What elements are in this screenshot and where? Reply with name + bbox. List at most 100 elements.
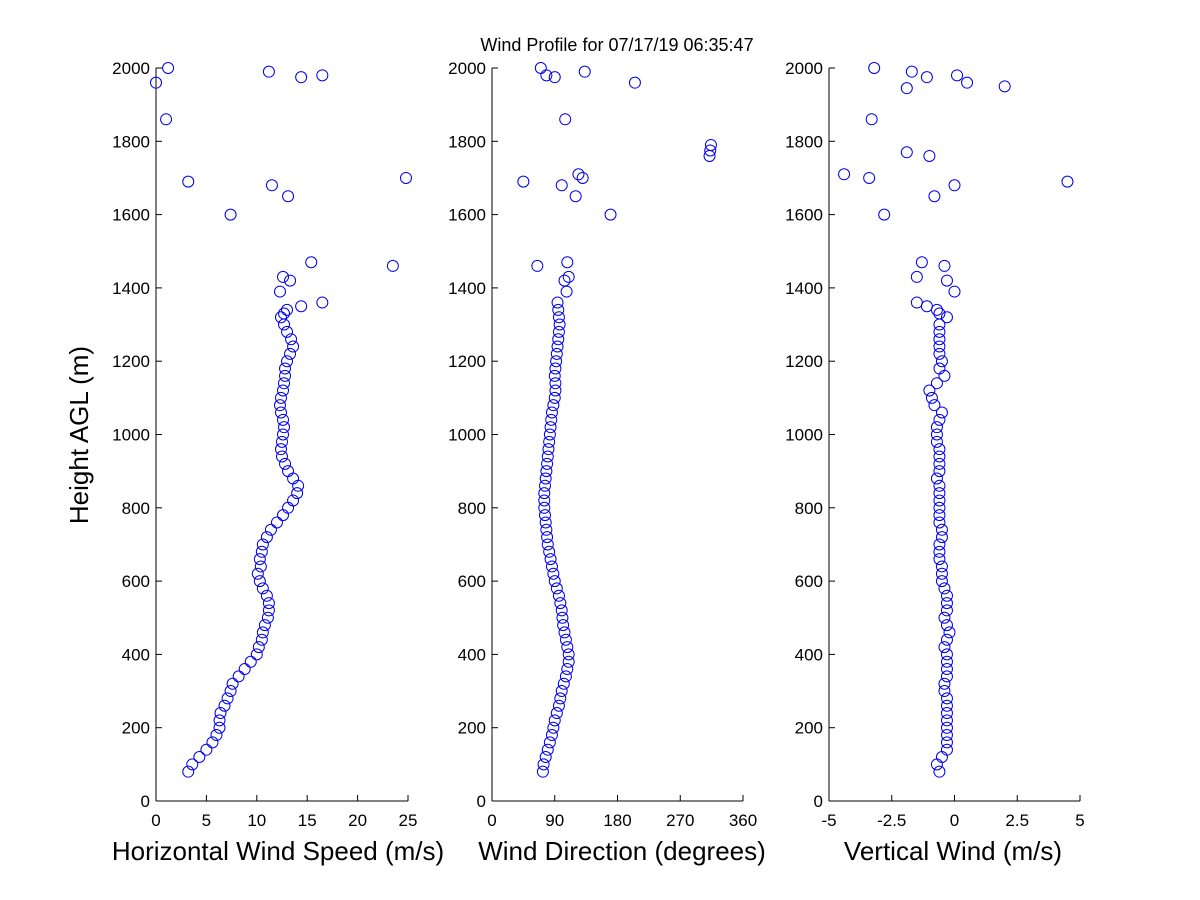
data-point [386,259,399,272]
data-point [541,743,554,756]
data-point [186,758,199,771]
data-point [900,82,913,95]
data-point [543,428,556,441]
data-point [940,597,953,610]
data-point [559,633,572,646]
data-point [930,472,943,485]
data-point [938,369,951,382]
data-point [550,582,563,595]
data-point [279,369,292,382]
data-point [552,333,565,346]
data-point [517,175,530,188]
data-point [1061,175,1074,188]
data-point [550,355,563,368]
data-point [838,168,851,181]
y-tick-label: 1600 [112,206,150,225]
data-point [933,465,946,478]
data-point [868,62,881,74]
data-point [273,285,286,298]
data-point [543,435,556,448]
data-point [940,274,953,287]
data-point [604,208,617,221]
data-point [561,663,574,676]
data-point [940,670,953,683]
data-point [273,399,286,412]
data-point [232,670,245,683]
data-point [534,62,547,74]
data-point [287,494,300,507]
figure-title: Wind Profile for 07/17/19 06:35:47 [480,35,753,55]
data-point [863,171,876,184]
data-point [938,685,951,698]
data-point [940,692,953,705]
y-tick-label: 200 [458,719,486,738]
data-point [291,487,304,500]
data-point [270,516,283,529]
data-point [545,406,558,419]
y-tick-label: 2000 [448,59,486,78]
data-point [552,589,565,602]
data-point [549,362,562,375]
data-point [938,611,951,624]
data-point [940,633,953,646]
data-point [910,270,923,283]
y-tick-label: 1000 [785,426,823,445]
data-point [538,509,551,522]
data-point [940,721,953,734]
data-point [561,256,574,269]
data-point [265,179,278,192]
y-tick-label: 1800 [112,132,150,151]
data-point [938,259,951,272]
data-point [282,190,295,203]
data-point [276,435,288,448]
data-point [274,391,287,404]
data-point [531,259,544,272]
data-point [940,714,953,727]
y-tick-label: 200 [795,719,823,738]
data-point [940,619,953,632]
data-point [933,479,946,492]
y-tick-label: 1200 [448,352,486,371]
data-point [540,465,553,478]
x-tick-label: 90 [545,811,564,830]
x-axis-label: Wind Direction (degrees) [478,836,766,866]
data-point [940,663,953,676]
data-point [553,318,566,331]
data-point [557,677,570,690]
data-point [150,76,162,89]
data-point [920,71,933,84]
data-point [250,648,263,661]
data-point [200,743,213,756]
data-point [206,736,219,749]
x-tick-label: 270 [666,811,694,830]
data-point [935,575,948,588]
data-point [540,523,553,536]
data-point [900,146,913,159]
data-point [552,325,565,338]
x-tick-label: 5 [202,811,211,830]
data-point [933,340,946,353]
data-point [940,655,953,668]
data-point [557,619,570,632]
data-point [549,377,562,390]
data-point [561,641,574,654]
data-point [547,399,560,412]
data-point [256,626,269,639]
data-point [277,509,290,522]
data-point [281,355,294,368]
data-point [558,274,571,287]
data-point [915,256,928,269]
data-point [933,501,946,514]
data-point [253,575,266,588]
data-point [930,428,943,441]
x-tick-label: 360 [729,811,757,830]
data-point [538,501,551,514]
data-point [284,274,297,287]
y-tick-label: 2000 [785,59,823,78]
data-point [253,553,266,566]
data-point [274,406,287,419]
data-point [933,487,946,500]
x-tick-label: 15 [298,811,317,830]
